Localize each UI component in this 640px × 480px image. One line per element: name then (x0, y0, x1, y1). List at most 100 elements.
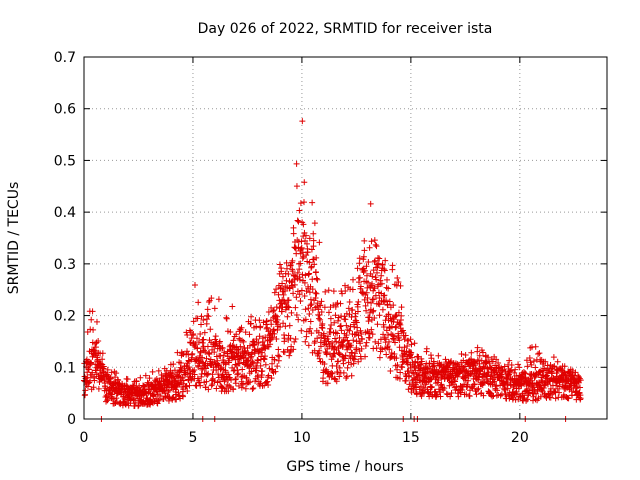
data-point (553, 370, 560, 377)
data-point (316, 347, 323, 354)
data-point (297, 260, 304, 267)
x-tick-label: 20 (511, 430, 529, 446)
data-point (265, 308, 272, 315)
data-point (253, 365, 260, 372)
data-point (366, 314, 373, 321)
data-point (535, 350, 542, 357)
data-point (299, 255, 306, 262)
data-point (275, 346, 282, 353)
data-point (416, 386, 423, 393)
data-point (370, 307, 377, 314)
data-point (269, 334, 276, 341)
data-point (247, 354, 254, 361)
data-point (324, 333, 331, 340)
data-point (191, 371, 198, 378)
data-point (363, 263, 370, 270)
data-point (480, 363, 487, 370)
data-point (359, 336, 366, 343)
data-point (363, 339, 370, 346)
data-point (358, 345, 365, 352)
data-point (349, 306, 356, 313)
data-point (203, 378, 210, 385)
data-point (271, 307, 278, 314)
data-point (253, 336, 260, 343)
data-point (184, 387, 191, 394)
data-point (282, 323, 289, 330)
data-point (312, 289, 319, 296)
data-point (524, 363, 531, 370)
data-point (262, 361, 269, 368)
data-point (307, 318, 314, 325)
data-point (383, 284, 390, 291)
data-point (299, 271, 306, 278)
data-point (301, 279, 308, 286)
data-point (213, 385, 220, 392)
data-point (418, 355, 425, 362)
data-point (232, 376, 239, 383)
data-point (328, 322, 335, 329)
data-point (470, 381, 477, 388)
data-point (124, 376, 131, 383)
data-point (528, 361, 535, 368)
data-point (262, 353, 269, 360)
data-point (355, 298, 362, 305)
data-point (264, 378, 271, 385)
data-point (467, 363, 474, 370)
data-point (291, 338, 298, 345)
data-point (384, 343, 391, 350)
data-point (361, 267, 368, 274)
data-point (307, 302, 314, 309)
data-point (452, 360, 459, 367)
data-point (526, 387, 533, 394)
data-point (390, 316, 397, 323)
data-point (290, 346, 297, 353)
data-point (357, 340, 364, 347)
data-point (242, 385, 249, 392)
data-point (552, 395, 559, 402)
data-point (495, 359, 502, 366)
data-point (316, 312, 323, 319)
data-point (507, 368, 514, 375)
data-point (457, 389, 464, 396)
data-point (378, 272, 385, 279)
data-point (91, 377, 98, 384)
data-point (394, 362, 401, 369)
data-point (154, 400, 161, 407)
data-point (315, 315, 322, 322)
data-point (386, 346, 393, 353)
data-point (298, 246, 305, 253)
data-point (349, 286, 356, 293)
data-point (343, 322, 350, 329)
data-point (351, 323, 358, 330)
data-point (565, 395, 572, 402)
data-point (275, 352, 282, 359)
data-point (381, 292, 388, 299)
data-point (511, 369, 518, 376)
data-point (354, 324, 361, 331)
data-point (408, 354, 415, 361)
data-point (446, 382, 453, 389)
data-point (209, 371, 216, 378)
data-point (316, 355, 323, 362)
data-point (335, 358, 342, 365)
data-point (380, 331, 387, 338)
data-point (480, 380, 487, 387)
data-point (298, 244, 305, 251)
data-point (259, 349, 266, 356)
data-point (480, 392, 487, 399)
data-point (104, 397, 111, 404)
data-point (577, 384, 584, 391)
data-point (433, 392, 440, 399)
data-point (333, 378, 340, 385)
data-point (448, 390, 455, 397)
data-point (392, 313, 399, 320)
data-point (354, 265, 361, 272)
data-point (232, 376, 239, 383)
data-point (221, 349, 228, 356)
data-point (197, 382, 204, 389)
data-point (169, 370, 176, 377)
data-point (390, 302, 397, 309)
data-point (372, 292, 379, 299)
data-point (342, 288, 349, 295)
data-point (556, 389, 563, 396)
